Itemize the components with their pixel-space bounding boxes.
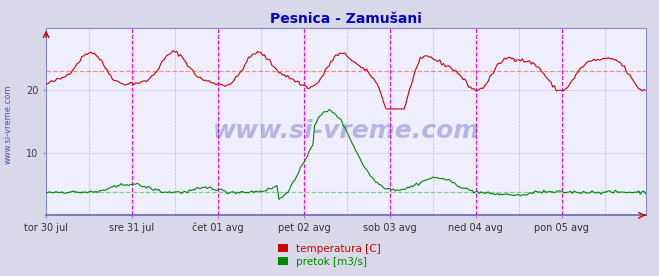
Title: Pesnica - Zamušani: Pesnica - Zamušani: [270, 12, 422, 26]
Legend: temperatura [C], pretok [m3/s]: temperatura [C], pretok [m3/s]: [273, 239, 386, 271]
Text: www.si-vreme.com: www.si-vreme.com: [3, 84, 13, 164]
Text: www.si-vreme.com: www.si-vreme.com: [212, 119, 480, 143]
